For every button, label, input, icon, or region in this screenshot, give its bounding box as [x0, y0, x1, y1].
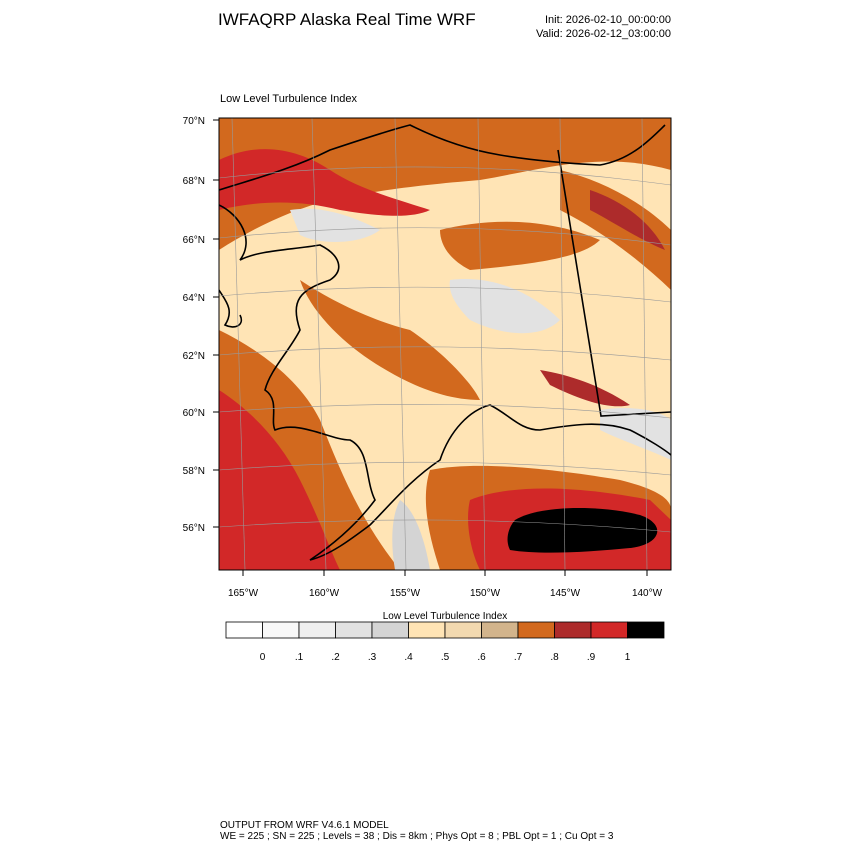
colorbar-box	[517, 621, 555, 639]
colorbar-box	[444, 621, 482, 639]
lat-label: 60°N	[183, 408, 205, 419]
lon-label: 160°W	[309, 588, 340, 599]
colorbar-label: .4	[404, 652, 413, 663]
colorbar-box	[225, 621, 263, 639]
colorbar-title: Low Level Turbulence Index	[383, 611, 508, 622]
colorbar-box	[627, 621, 665, 639]
colorbar-box	[298, 621, 336, 639]
lat-label: 66°N	[183, 235, 205, 246]
map-frame	[218, 117, 672, 571]
colorbar-box	[554, 621, 592, 639]
lon-label: 165°W	[228, 588, 259, 599]
title: IWFAQRP Alaska Real Time WRF	[218, 10, 476, 29]
colorbar-label: .1	[295, 652, 304, 663]
lat-label: 64°N	[183, 293, 205, 304]
colorbar-box	[262, 621, 300, 639]
valid-time: Valid: 2026-02-12_03:00:00	[536, 28, 671, 40]
colorbar-label: .5	[441, 652, 450, 663]
colorbar-box	[590, 621, 628, 639]
colorbar-label: .2	[331, 652, 340, 663]
colorbar-box	[371, 621, 409, 639]
lon-label: 145°W	[550, 588, 581, 599]
init-time: Init: 2026-02-10_00:00:00	[545, 14, 671, 26]
lat-label: 62°N	[183, 351, 205, 362]
colorbar-label: .6	[477, 652, 486, 663]
lon-label: 140°W	[632, 588, 663, 599]
colorbar-box	[335, 621, 373, 639]
footer-line: WE = 225 ; SN = 225 ; Levels = 38 ; Dis …	[220, 831, 614, 842]
lon-label: 150°W	[470, 588, 501, 599]
map-field	[219, 118, 671, 570]
colorbar-label: .3	[368, 652, 377, 663]
lat-label: 56°N	[183, 523, 205, 534]
colorbar-box	[408, 621, 446, 639]
lon-label: 155°W	[390, 588, 421, 599]
colorbar-label: .9	[587, 652, 596, 663]
colorbar-label: .7	[514, 652, 523, 663]
lat-label: 70°N	[183, 116, 205, 127]
colorbar-label: 1	[625, 652, 631, 663]
footer-line: OUTPUT FROM WRF V4.6.1 MODEL	[220, 820, 389, 831]
colorbar-label: 0	[260, 652, 266, 663]
lat-label: 68°N	[183, 176, 205, 187]
colorbar-label: .8	[550, 652, 559, 663]
lat-label: 58°N	[183, 466, 205, 477]
colorbar-box	[481, 621, 519, 639]
map-title: Low Level Turbulence Index	[220, 93, 357, 105]
